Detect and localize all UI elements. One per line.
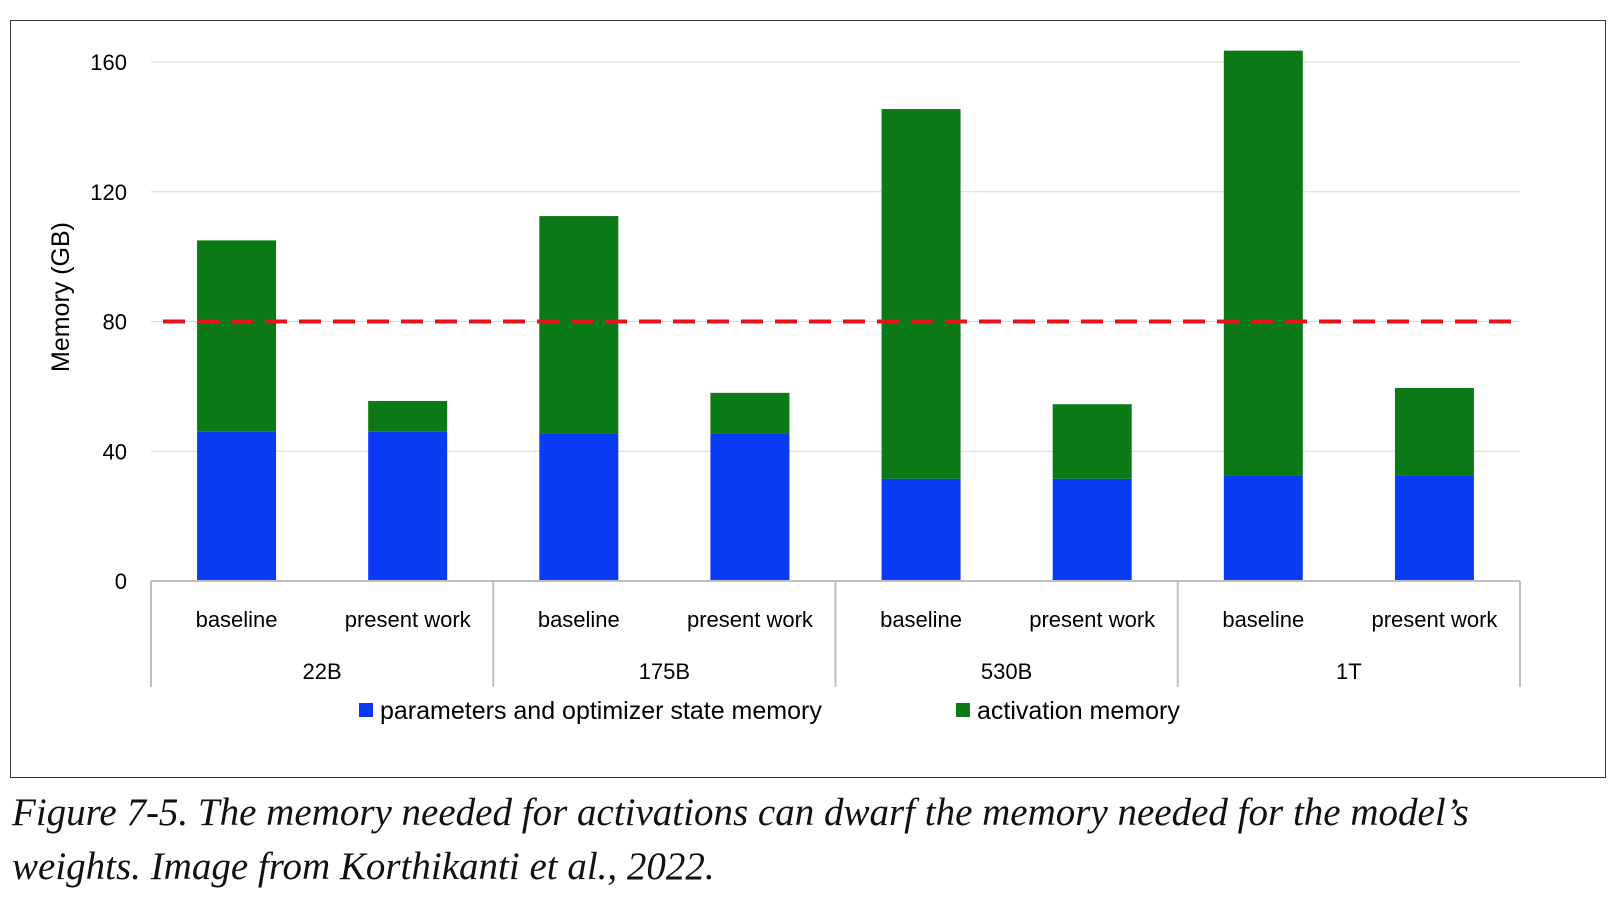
x-group-label: 1T (1336, 659, 1362, 684)
x-category-label: baseline (880, 607, 962, 632)
bar-parameters-memory (368, 431, 448, 581)
y-axis-ticks: 0 40 80 120 160 (90, 50, 127, 594)
x-category-label: baseline (196, 607, 278, 632)
x-category-label: present work (687, 607, 814, 632)
y-tick-label: 40 (103, 439, 127, 464)
legend-swatch (956, 703, 970, 717)
figure-caption: Figure 7-5. The memory needed for activa… (12, 791, 1469, 888)
legend: parameters and optimizer state memory act… (359, 697, 1180, 725)
x-axis: baseline present work baseline present work… (150, 580, 1521, 687)
bar-activation-memory (368, 400, 448, 432)
x-category-label: present work (1371, 607, 1498, 632)
x-group-label: 22B (303, 659, 342, 684)
y-tick-label: 120 (90, 180, 127, 205)
bar-activation-memory (881, 109, 961, 479)
bar-parameters-memory (539, 433, 619, 581)
y-tick-label: 0 (115, 569, 127, 594)
chart-frame: baseline present work baseline present work… (10, 20, 1606, 778)
legend-label: parameters and optimizer state memory (380, 697, 822, 725)
y-tick-label: 160 (90, 50, 127, 75)
x-group-label: 175B (639, 659, 690, 684)
bar-parameters-memory (1052, 478, 1132, 581)
bar-parameters-memory (1223, 475, 1303, 581)
bar-activation-memory (710, 392, 790, 434)
stacked-bar-chart: baseline present work baseline present work… (47, 50, 1521, 725)
x-category-label: present work (345, 607, 472, 632)
x-category-label: present work (1029, 607, 1156, 632)
bar-parameters-memory (710, 433, 790, 581)
bar-parameters-memory (197, 431, 277, 581)
y-tick-label: 80 (103, 310, 127, 335)
bar-activation-memory (1223, 50, 1303, 476)
legend-label: activation memory (977, 697, 1180, 725)
bar-activation-memory (539, 216, 619, 434)
x-category-label: baseline (1222, 607, 1304, 632)
x-category-label: baseline (538, 607, 620, 632)
x-group-label: 530B (981, 659, 1032, 684)
bar-parameters-memory (881, 478, 961, 581)
bar-activation-memory (197, 240, 277, 432)
bar-parameters-memory (1394, 475, 1474, 581)
bar-activation-memory (1394, 387, 1474, 476)
gridlines (151, 61, 1520, 452)
bars (197, 50, 1474, 581)
bar-activation-memory (1052, 404, 1132, 479)
y-axis-title: Memory (GB) (47, 222, 75, 372)
legend-swatch (359, 703, 373, 717)
